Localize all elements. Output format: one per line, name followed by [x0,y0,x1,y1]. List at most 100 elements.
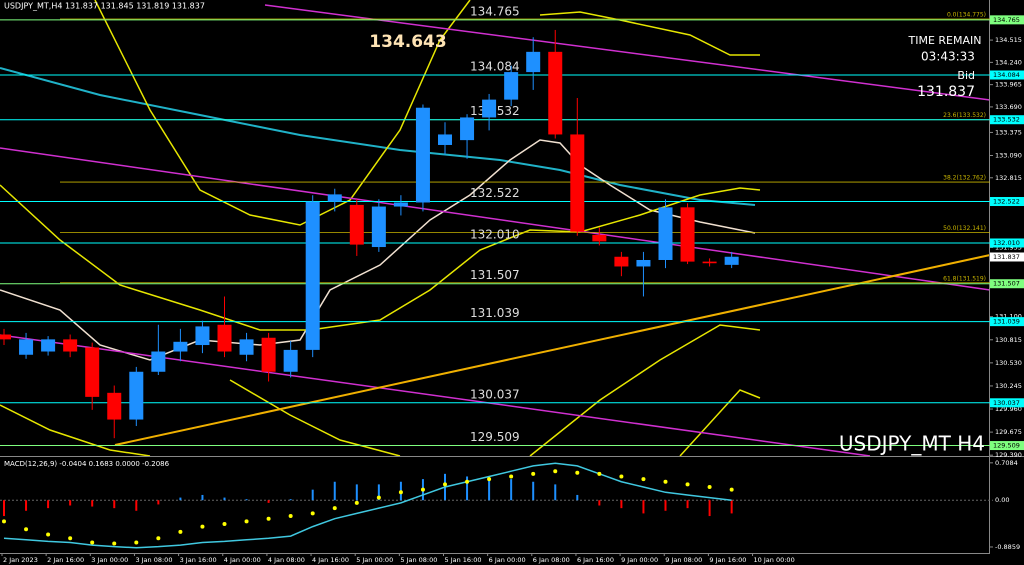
signal-dot [112,541,117,546]
y-tick-label: 133.965 [995,81,1022,89]
signal-dot [46,532,51,537]
level-box-label: 130.037 [993,399,1020,407]
candle-body [41,339,56,352]
candle-body [85,347,100,397]
x-tick-label: 6 Jan 16:00 [577,556,614,564]
symbol-title: USDJPY_MT H4 [839,432,985,456]
candle-body [0,334,11,340]
y-tick-label: 129.960 [995,405,1022,413]
candle-body [217,324,232,352]
signal-dot [685,482,690,487]
candle-body [702,261,717,264]
candle-body [195,326,210,346]
x-tick-label: 6 Jan 00:00 [489,556,526,564]
bid-value: 131.837 [917,84,975,100]
candle-body [504,72,519,100]
candle-body [371,206,386,248]
candle-body [636,259,651,267]
candle-body [526,51,541,73]
time-remain: 03:43:33 [921,50,975,64]
signal-dot [597,471,602,476]
band-upper-right [539,11,760,56]
ma-white [0,139,756,361]
trendline [0,334,871,457]
signal-dot [465,479,470,484]
signal-dot [509,474,514,479]
level-label: 131.039 [470,306,520,320]
band-lower-right [529,324,761,457]
macd-line [3,462,732,549]
macd-tick-label: -0.8859 [995,543,1020,551]
level-box-label: 132.010 [993,239,1020,247]
bid-label: Bid [957,69,975,82]
level-box [990,197,1024,207]
candle-body [305,201,320,350]
signal-dot [68,536,73,541]
bid-box [990,252,1024,262]
y-tick-label: 130.245 [995,382,1022,390]
signal-dot [24,527,29,532]
candle-body [107,392,122,420]
level-label: 134.084 [470,60,520,74]
candle-body [19,339,34,355]
fib-label: 61.8(131.519) [943,275,986,282]
fib-label: 23.6(133.532) [943,112,986,119]
signal-dot [487,477,492,482]
x-tick-label: 10 Jan 00:00 [754,556,795,564]
level-box [990,398,1024,408]
candle-body [349,204,364,245]
signal-dot [729,487,734,492]
level-box [990,15,1024,25]
signal-dot [641,477,646,482]
y-tick-label: 129.390 [995,451,1022,459]
candle-body [482,99,497,118]
x-tick-label: 5 Jan 00:00 [356,556,393,564]
x-tick-label: 9 Jan 08:00 [665,556,702,564]
candle-body [151,351,166,372]
level-box-label: 133.532 [993,116,1020,124]
y-tick-label: 134.240 [995,58,1022,66]
candle-body [327,194,342,202]
signal-dot [443,482,447,487]
x-tick-label: 9 Jan 16:00 [709,556,746,564]
level-box [990,279,1024,289]
x-tick-label: 4 Jan 16:00 [312,556,349,564]
header: USDJPY_MT,H4 131.837 131.845 131.819 131… [4,2,205,11]
level-label: 132.010 [470,227,520,241]
macd-title: MACD(12,26,9) -0.0404 0.1683 0.0000 -0.2… [4,460,170,468]
candle-body [614,256,629,267]
x-tick-label: 3 Jan 16:00 [180,556,217,564]
level-box [990,115,1024,125]
signal-dot [156,536,161,541]
level-label: 130.037 [470,387,520,401]
trendline [264,4,991,101]
time-remain-label: TIME REMAIN [908,34,982,47]
band-lower-right2 [679,389,761,457]
band-upper [94,0,471,226]
level-label: 131.507 [470,268,520,282]
y-tick-label: 130.815 [995,336,1022,344]
fib-label: 50.0(132.141) [943,225,986,232]
candle-body [724,256,739,265]
candle-body [261,337,276,372]
x-tick-label: 2 Jan 16:00 [47,556,84,564]
signal-dot [420,487,425,492]
y-tick-label: 134.515 [995,36,1022,44]
signal-dot [200,524,205,529]
candle-body [680,207,695,262]
y-tick-label: 133.090 [995,152,1022,160]
candle-body [239,339,254,355]
trendline [0,147,991,291]
candle-body [415,107,430,203]
x-tick-label: 4 Jan 08:00 [268,556,305,564]
signal-dot [288,514,293,519]
candle-body [393,202,408,207]
signal-dot [663,479,668,484]
x-tick-label: 3 Jan 00:00 [91,556,128,564]
trendline [114,254,991,446]
level-label: 129.509 [470,430,520,444]
signal-dot [354,500,359,505]
level-box-label: 131.039 [993,318,1020,326]
y-tick-label: 133.690 [995,103,1022,111]
x-tick-label: 2 Jan 2023 [3,556,38,564]
